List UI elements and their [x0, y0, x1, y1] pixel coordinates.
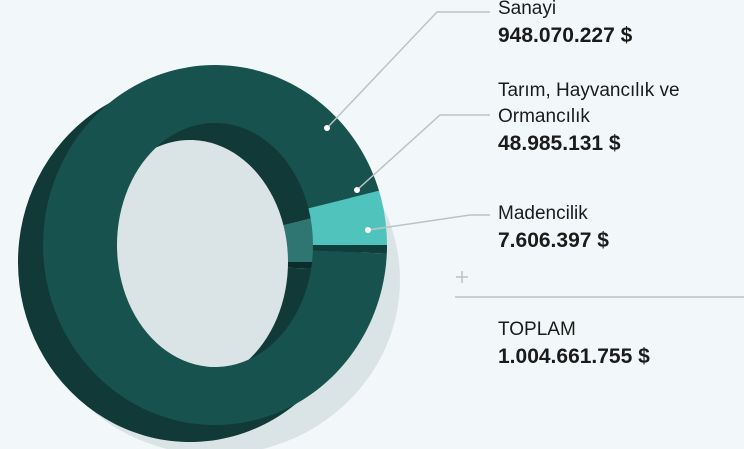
- total: TOPLAM 1.004.661.755 $: [498, 317, 650, 371]
- donut-segment: [312, 245, 387, 254]
- label-value: 48.985.131 $: [498, 132, 621, 155]
- total-value: 1.004.661.755 $: [498, 345, 650, 368]
- label-value: 7.606.397 $: [498, 229, 609, 252]
- leader-line: [326, 11, 490, 129]
- leader-dot: [324, 125, 330, 131]
- total-title: TOPLAM: [498, 319, 576, 340]
- leader-dot: [365, 227, 371, 233]
- leader-dot: [354, 187, 360, 193]
- label-name: Sanayi: [498, 0, 557, 19]
- leader-dots: [324, 125, 371, 233]
- legend-item: Tarım, Hayvancılık ve Ormancılık 48.985.…: [498, 78, 738, 158]
- label-name: Tarım, Hayvancılık ve Ormancılık: [498, 80, 680, 127]
- leader-lines: [326, 11, 744, 298]
- label-value: 948.070.227 $: [498, 24, 633, 47]
- legend-item: Madencilik 7.606.397 $: [498, 201, 609, 255]
- legend-item: Sanayi 948.070.227 $: [498, 0, 632, 50]
- donut-segment: [43, 64, 387, 425]
- leader-line: [356, 114, 490, 191]
- label-name: Madencilik: [498, 203, 588, 224]
- leader-line: [367, 214, 490, 231]
